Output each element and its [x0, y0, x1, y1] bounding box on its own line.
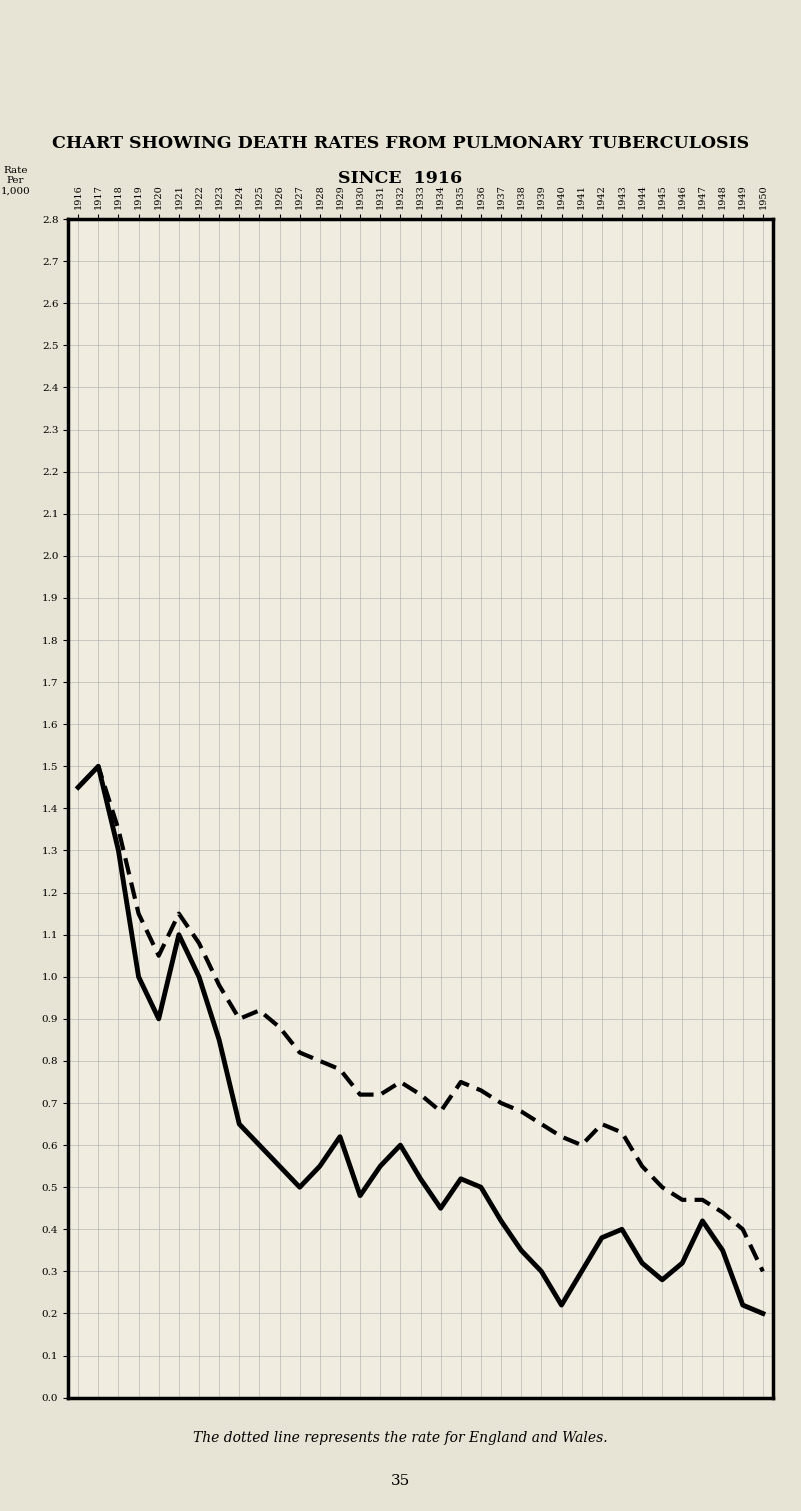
Text: Rate
Per
1,000: Rate Per 1,000: [0, 166, 30, 195]
Text: SINCE  1916: SINCE 1916: [339, 169, 462, 187]
Text: The dotted line represents the rate for England and Wales.: The dotted line represents the rate for …: [193, 1431, 608, 1446]
Text: 35: 35: [391, 1473, 410, 1488]
Text: CHART SHOWING DEATH RATES FROM PULMONARY TUBERCULOSIS: CHART SHOWING DEATH RATES FROM PULMONARY…: [52, 134, 749, 153]
